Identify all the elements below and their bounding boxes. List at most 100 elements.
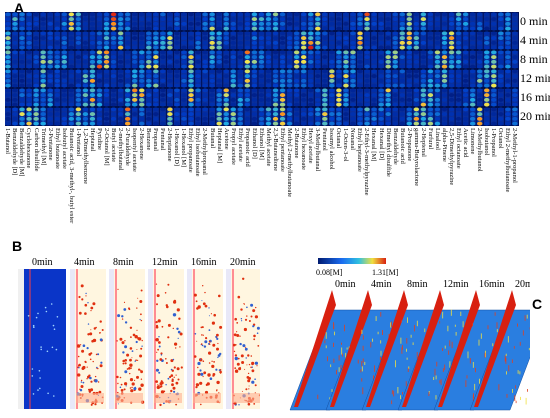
heatmap-spot xyxy=(117,31,124,36)
heatmap-cell xyxy=(12,108,19,125)
ion-spot xyxy=(86,366,88,368)
heatmap-spot xyxy=(272,40,279,45)
heatmap-cell xyxy=(497,32,504,49)
heatmap-spot xyxy=(258,64,265,69)
heatmap-spot xyxy=(448,26,455,31)
heatmap-spot xyxy=(47,102,53,107)
heatmap-cell xyxy=(272,13,279,30)
heatmap-spot xyxy=(47,31,53,36)
heatmap-cell xyxy=(448,51,455,68)
heatmap-cell xyxy=(19,89,26,106)
heatmap-spot xyxy=(477,69,483,74)
heatmap-spot xyxy=(477,74,483,79)
heatmap-spot xyxy=(160,83,166,88)
ion-spot xyxy=(239,342,242,346)
heatmap-spot xyxy=(315,21,321,26)
ion-spot xyxy=(253,338,256,341)
dense-region xyxy=(193,393,221,403)
heatmap-cell xyxy=(237,32,244,49)
heatmap-cell xyxy=(476,89,483,106)
heatmap-spot xyxy=(33,112,39,117)
heatmap-spot xyxy=(385,107,391,112)
heatmap-spot xyxy=(406,31,412,36)
ion-spot xyxy=(193,293,197,297)
heatmap-spot xyxy=(103,78,110,83)
heatmap-spot xyxy=(512,64,518,69)
heatmap-spot xyxy=(272,88,279,93)
heatmap-cell xyxy=(209,70,216,87)
heatmap-spot xyxy=(230,26,236,31)
heatmap-spot xyxy=(61,102,67,107)
heatmap-spot xyxy=(371,88,377,93)
heatmap-spot xyxy=(174,17,180,22)
heatmap-cell xyxy=(195,89,202,106)
heatmap-cell xyxy=(40,70,47,87)
heatmap-spot xyxy=(5,55,11,60)
heatmap-spot xyxy=(103,112,110,117)
ion-spot xyxy=(169,375,172,379)
heatmap-spot xyxy=(406,40,412,45)
heatmap-spot xyxy=(124,69,131,74)
heatmap-spot xyxy=(216,121,222,126)
heatmap-spot xyxy=(181,12,187,17)
heatmap-spot xyxy=(272,36,279,41)
heatmap-spot xyxy=(378,88,384,93)
heatmap-cell xyxy=(497,108,504,125)
heatmap-spot xyxy=(434,50,441,55)
heatmap-spot xyxy=(26,31,32,36)
ion-spot xyxy=(131,382,135,386)
heatmap-cell xyxy=(385,70,392,87)
heatmap-spot xyxy=(329,64,335,69)
heatmap-spot xyxy=(54,12,60,17)
heatmap-spot xyxy=(512,31,518,36)
ion-spot xyxy=(120,389,124,392)
heatmap-spot xyxy=(371,55,377,60)
heatmap-cell xyxy=(96,13,103,30)
heatmap-cell xyxy=(427,108,434,125)
heatmap-spot xyxy=(188,64,194,69)
ion-spot xyxy=(81,298,84,301)
heatmap-spot xyxy=(47,55,53,60)
heatmap-spot xyxy=(258,121,265,126)
heatmap-spot xyxy=(33,26,39,31)
ion-spot xyxy=(233,333,237,337)
heatmap-spot xyxy=(322,83,328,88)
heatmap-cell xyxy=(434,51,441,68)
heatmap-spot xyxy=(202,121,208,126)
heatmap-cell xyxy=(230,70,237,87)
heatmap-spot xyxy=(26,26,32,31)
heatmap-cell xyxy=(117,51,124,68)
heatmap-spot xyxy=(505,21,511,26)
heatmap-spot xyxy=(251,116,258,121)
ion-spot xyxy=(176,308,180,312)
heatmap-spot xyxy=(308,74,314,79)
ion-spot xyxy=(241,320,243,322)
heatmap-spot xyxy=(89,93,96,98)
heatmap-cell xyxy=(251,32,258,49)
heatmap-spot xyxy=(68,116,75,121)
heatmap-cell xyxy=(188,89,195,106)
heatmap-spot xyxy=(96,59,103,64)
heatmap-spot xyxy=(378,12,384,17)
heatmap-spot xyxy=(216,112,222,117)
heatmap-spot xyxy=(12,55,18,60)
heatmap-spot xyxy=(160,12,166,17)
heatmap-spot xyxy=(322,112,328,117)
heatmap-spot xyxy=(399,107,405,112)
heatmap-spot xyxy=(448,45,455,50)
heatmap-spot xyxy=(420,78,427,83)
heatmap-spot xyxy=(26,78,32,83)
heatmap-spot xyxy=(512,55,518,60)
heatmap-spot xyxy=(399,74,405,79)
heatmap-spot xyxy=(427,116,434,121)
compound-label: Hexanal [D] xyxy=(377,128,385,161)
heatmap-spot xyxy=(223,107,229,112)
heatmap-cell xyxy=(89,51,96,68)
heatmap-spot xyxy=(434,21,441,26)
heatmap-spot xyxy=(265,121,272,126)
heatmap-cell xyxy=(413,51,420,68)
heatmap-spot xyxy=(293,21,300,26)
heatmap-cell xyxy=(54,13,61,30)
heatmap-spot xyxy=(286,31,293,36)
heatmap-spot xyxy=(279,36,286,41)
